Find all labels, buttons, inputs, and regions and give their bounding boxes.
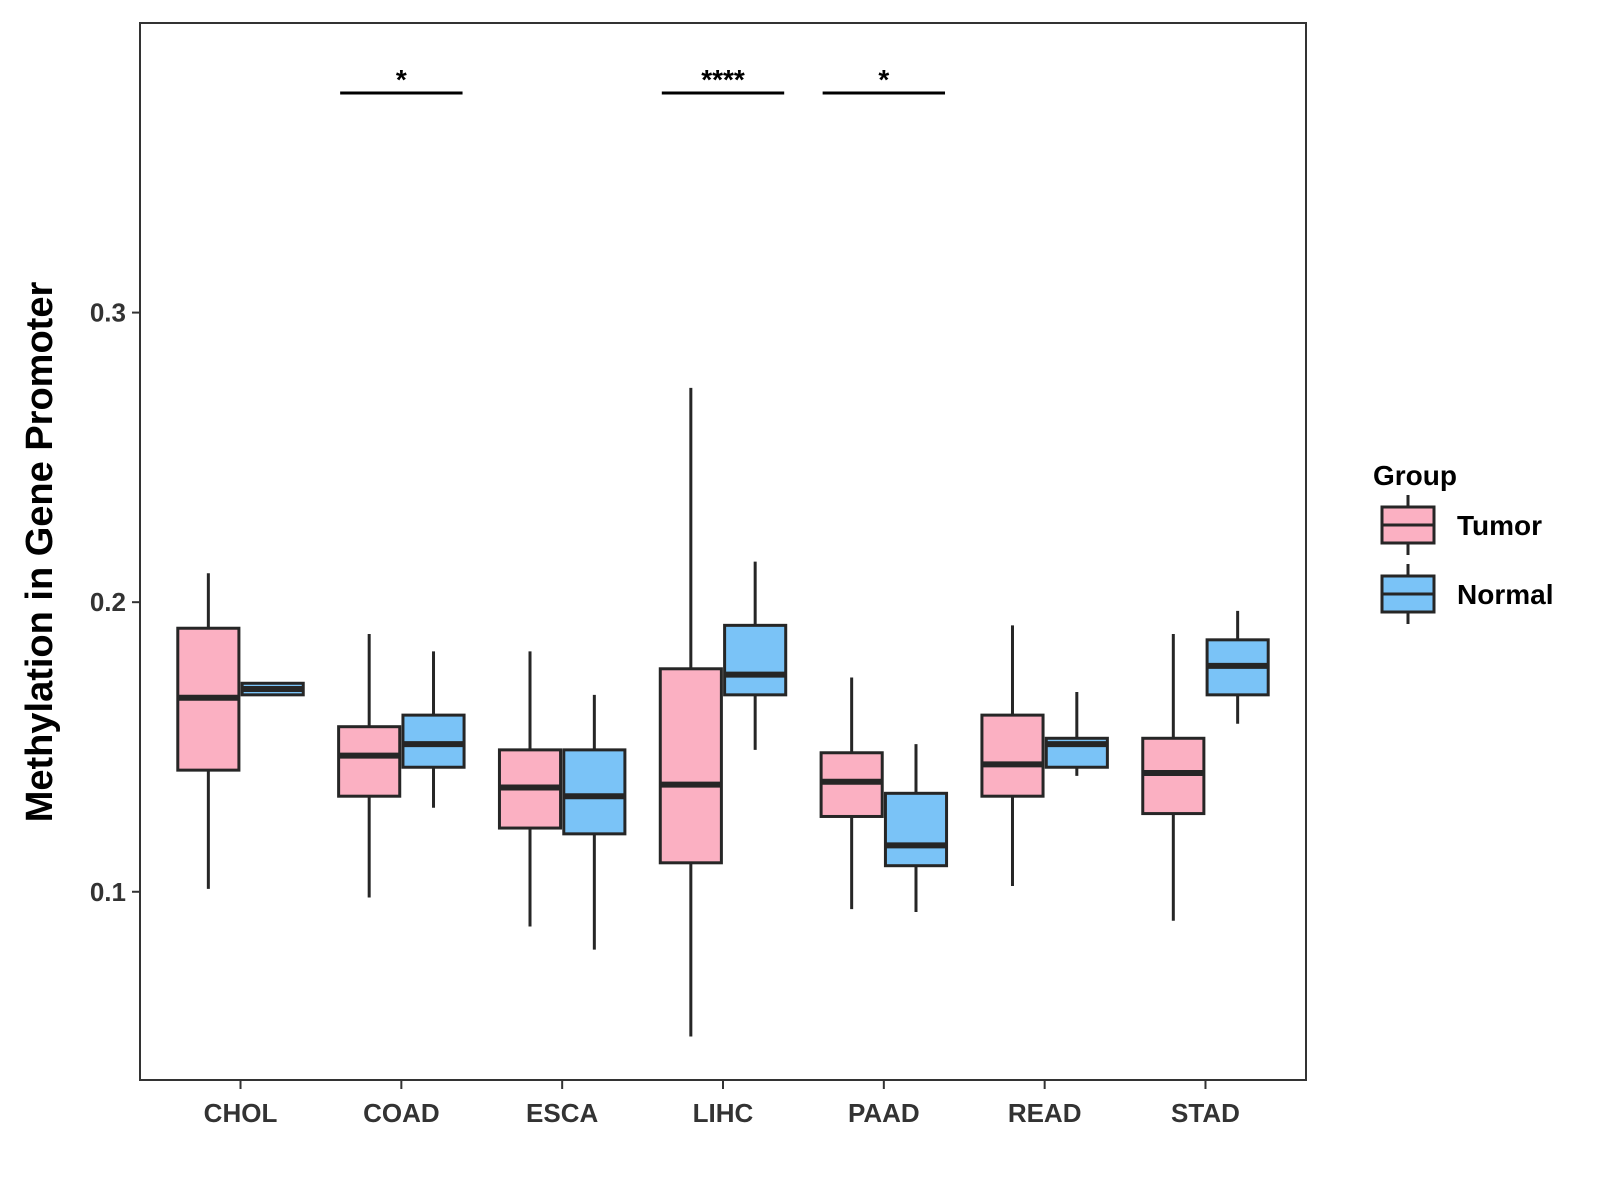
y-axis: 0.1 0.2 0.3 <box>90 298 140 907</box>
y-axis-title: Methylation in Gene Promoter <box>19 282 61 823</box>
x-tick-label: CHOL <box>204 1098 278 1128</box>
legend-entry-tumor: Tumor <box>1380 495 1542 555</box>
legend-label: Normal <box>1457 579 1553 610</box>
x-tick-label: STAD <box>1171 1098 1240 1128</box>
box-body <box>562 748 627 836</box>
legend-entries: Tumor Normal <box>1380 495 1553 624</box>
box-body <box>337 725 402 798</box>
significance-label: **** <box>701 64 745 95</box>
significance-label: * <box>878 64 889 95</box>
box-body <box>723 623 788 697</box>
box-normal-read <box>1044 691 1109 776</box>
box-normal-coad <box>401 651 466 808</box>
box-tumor-lihc <box>658 387 723 1037</box>
y-tick-label: 0.1 <box>90 877 126 907</box>
x-tick-label: ESCA <box>526 1098 598 1128</box>
x-tick-label: PAAD <box>848 1098 920 1128</box>
x-tick-label: LIHC <box>693 1098 754 1128</box>
box-body <box>658 667 723 865</box>
box-normal-stad <box>1205 610 1270 724</box>
box-normal-esca <box>562 694 627 950</box>
box-tumor-chol <box>176 573 241 889</box>
x-tick-label: COAD <box>363 1098 440 1128</box>
box-normal-chol <box>240 681 305 697</box>
box-tumor-stad <box>1141 634 1206 921</box>
y-tick-label: 0.3 <box>90 298 126 328</box>
boxes-layer <box>176 387 1270 1037</box>
box-body <box>980 713 1045 798</box>
legend-entry-normal: Normal <box>1380 564 1553 624</box>
box-normal-paad <box>883 744 949 913</box>
box-tumor-esca <box>497 651 563 927</box>
significance-label: * <box>396 64 407 95</box>
box-body <box>883 791 949 868</box>
box-tumor-paad <box>819 677 884 910</box>
box-tumor-read <box>980 625 1045 886</box>
legend-title: Group <box>1373 460 1457 491</box>
x-tick-label: READ <box>1008 1098 1082 1128</box>
box-tumor-coad <box>337 634 402 898</box>
legend-label: Tumor <box>1457 510 1542 541</box>
y-tick-label: 0.2 <box>90 587 126 617</box>
legend: Group Tumor Normal <box>1373 460 1553 624</box>
significance-annotations: * **** * <box>340 64 946 95</box>
plot-panel <box>139 22 1307 1081</box>
x-axis: CHOL COAD ESCA LIHC PAAD READ STAD <box>204 1080 1240 1128</box>
box-normal-lihc <box>723 561 788 750</box>
